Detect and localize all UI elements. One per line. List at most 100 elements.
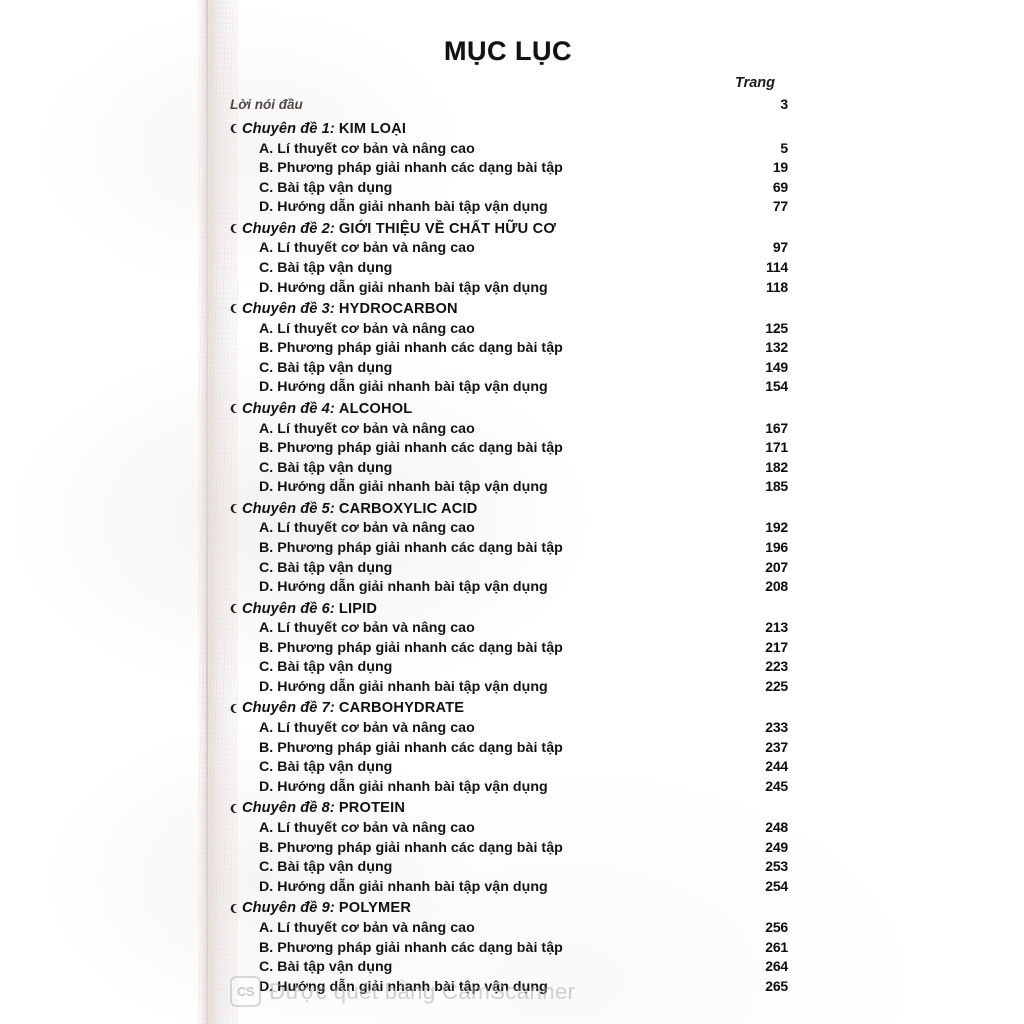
toc-chapter-heading[interactable]: Chuyên đề 7: CARBOHYDRATE <box>228 698 788 720</box>
toc-entry-label: D. Hướng dẫn giải nhanh bài tập vận dụng <box>259 778 548 795</box>
page-number: 265 <box>765 977 788 994</box>
page-number: 97 <box>772 239 788 256</box>
toc-chapter-number: Chuyên đề 7: <box>242 700 335 717</box>
crescent-bullet-icon <box>228 403 241 414</box>
toc-chapter-heading[interactable]: Chuyên đề 8: PROTEIN <box>228 798 788 820</box>
crescent-bullet-icon <box>228 803 241 814</box>
page-number: 185 <box>765 478 788 495</box>
toc-entry[interactable]: D. Hướng dẫn giải nhanh bài tập vận dụng… <box>228 478 788 498</box>
toc-entry-label: A. Lí thuyết cơ bản và nâng cao <box>259 820 475 837</box>
dot-leader <box>549 890 757 891</box>
toc-chapter-title: CARBOHYDRATE <box>338 700 465 717</box>
dot-leader <box>310 108 757 109</box>
toc-chapter-heading[interactable]: Chuyên đề 1: KIM LOẠI <box>228 118 788 140</box>
toc-entry[interactable]: A. Lí thuyết cơ bản và nâng cao 5 <box>228 140 788 160</box>
toc-entry-preface[interactable]: Lời nói đầu 3 <box>228 96 788 118</box>
dot-leader <box>549 790 757 791</box>
dot-leader <box>549 390 757 391</box>
toc-entry-label: B. Phương pháp giải nhanh các dạng bài t… <box>259 540 563 556</box>
toc-entry[interactable]: D. Hướng dẫn giải nhanh bài tập vận dụng… <box>228 678 788 698</box>
toc-entry-label: A. Lí thuyết cơ bản và nâng cao <box>259 720 475 737</box>
toc-entry[interactable]: A. Lí thuyết cơ bản và nâng cao 248 <box>228 819 788 839</box>
dot-leader <box>549 210 757 211</box>
toc-entry-label: A. Lí thuyết cơ bản và nâng cao <box>259 140 475 157</box>
toc-entry[interactable]: A. Lí thuyết cơ bản và nâng cao 256 <box>228 919 788 939</box>
toc-entry[interactable]: D. Hướng dẫn giải nhanh bài tập vận dụng… <box>228 378 788 398</box>
toc-entry[interactable]: B. Phương pháp giải nhanh các dạng bài t… <box>228 639 788 659</box>
toc-entry[interactable]: D. Hướng dẫn giải nhanh bài tập vận dụng… <box>228 198 788 218</box>
page-number: 207 <box>765 558 788 575</box>
page-number: 149 <box>765 358 788 375</box>
toc-entry[interactable]: D. Hướng dẫn giải nhanh bài tập vận dụng… <box>228 778 788 798</box>
dot-leader <box>393 371 757 372</box>
page-number: 254 <box>765 877 788 894</box>
dot-leader <box>476 531 757 532</box>
page-number: 167 <box>765 419 788 436</box>
toc-entry-label: B. Phương pháp giải nhanh các dạng bài t… <box>259 160 563 177</box>
toc-entry[interactable]: A. Lí thuyết cơ bản và nâng cao 213 <box>228 619 788 639</box>
toc-entry-label: C. Bài tập vận dụng <box>259 559 393 576</box>
toc-chapter-title: KIM LOẠI <box>338 120 407 137</box>
toc-chapter-number: Chuyên đề 3: <box>242 300 335 317</box>
toc-entry-label: A. Lí thuyết cơ bản và nâng cao <box>259 520 475 537</box>
toc-entry[interactable]: B. Phương pháp giải nhanh các dạng bài t… <box>228 159 788 179</box>
page-title: MỤC LỤC <box>444 36 572 66</box>
toc-entry[interactable]: A. Lí thuyết cơ bản và nâng cao 97 <box>228 239 788 259</box>
toc-entry[interactable]: C. Bài tập vận dụng 264 <box>228 958 788 978</box>
toc-entry[interactable]: A. Lí thuyết cơ bản và nâng cao 233 <box>228 719 788 739</box>
dot-leader <box>476 152 757 153</box>
toc-entry[interactable]: C. Bài tập vận dụng 244 <box>228 758 788 778</box>
toc-entry-label: D. Hướng dẫn giải nhanh bài tập vận dụng <box>259 379 548 396</box>
page-number: 244 <box>765 758 788 775</box>
toc-entry[interactable]: B. Phương pháp giải nhanh các dạng bài t… <box>228 839 788 859</box>
toc-chapter-heading[interactable]: Chuyên đề 5: CARBOXYLIC ACID <box>228 498 788 520</box>
toc-entry[interactable]: A. Lí thuyết cơ bản và nâng cao 125 <box>228 320 788 340</box>
page-number: 114 <box>766 258 788 275</box>
toc-chapter-title: ALCOHOL <box>338 400 413 417</box>
toc-chapter-heading[interactable]: Chuyên đề 4: ALCOHOL <box>228 398 788 420</box>
toc-entry[interactable]: C. Bài tập vận dụng 253 <box>228 858 788 878</box>
page-number: 171 <box>765 439 788 456</box>
toc-entry[interactable]: C. Bài tập vận dụng 149 <box>228 359 788 379</box>
toc-entry[interactable]: C. Bài tập vận dụng 223 <box>228 658 788 678</box>
toc-entry[interactable]: B. Phương pháp giải nhanh các dạng bài t… <box>228 339 788 359</box>
toc-entry-label: D. Hướng dẫn giải nhanh bài tập vận dụng <box>259 679 548 696</box>
toc-entry[interactable]: D. Hướng dẫn giải nhanh bài tập vận dụng… <box>228 978 788 998</box>
dot-leader <box>393 471 757 472</box>
page-number: 245 <box>765 777 788 794</box>
dot-leader <box>476 631 757 632</box>
toc-entry[interactable]: B. Phương pháp giải nhanh các dạng bài t… <box>228 939 788 959</box>
toc-entry[interactable]: B. Phương pháp giải nhanh các dạng bài t… <box>228 439 788 459</box>
toc-entry-label: D. Hướng dẫn giải nhanh bài tập vận dụng <box>259 878 548 895</box>
dot-leader <box>568 551 757 552</box>
toc-entry[interactable]: C. Bài tập vận dụng 182 <box>228 459 788 479</box>
page-number: 249 <box>765 838 788 855</box>
toc-chapter-heading[interactable]: Chuyên đề 3: HYDROCARBON <box>228 298 788 320</box>
toc-entry-label: D. Hướng dẫn giải nhanh bài tập vận dụng <box>259 479 548 496</box>
toc-chapter-label: Chuyên đề 1: KIM LOẠI <box>242 121 406 137</box>
toc-chapter-heading[interactable]: Chuyên đề 9: POLYMER <box>228 897 788 919</box>
toc-entry[interactable]: A. Lí thuyết cơ bản và nâng cao 192 <box>228 519 788 539</box>
page-number: 253 <box>765 858 788 875</box>
toc-entry[interactable]: C. Bài tập vận dụng 114 <box>228 259 788 279</box>
toc-chapter-heading[interactable]: Chuyên đề 6: LIPID <box>228 598 788 620</box>
toc-entry-label: C. Bài tập vận dụng <box>259 659 393 676</box>
toc-chapter-heading[interactable]: Chuyên đề 2: GIỚI THIỆU VỀ CHẤT HỮU CƠ <box>228 218 788 240</box>
toc-entry[interactable]: D. Hướng dẫn giải nhanh bài tập vận dụng… <box>228 279 788 299</box>
toc-entry[interactable]: B. Phương pháp giải nhanh các dạng bài t… <box>228 739 788 759</box>
toc-chapter-number: Chuyên đề 4: <box>242 400 335 417</box>
toc-entry[interactable]: B. Phương pháp giải nhanh các dạng bài t… <box>228 539 788 559</box>
toc-chapter-label: Chuyên đề 2: GIỚI THIỆU VỀ CHẤT HỮU CƠ <box>242 221 556 237</box>
toc-entry[interactable]: D. Hướng dẫn giải nhanh bài tập vận dụng… <box>228 878 788 898</box>
toc-entry[interactable]: C. Bài tập vận dụng 207 <box>228 559 788 579</box>
dot-leader <box>568 451 757 452</box>
toc-chapter-title: PROTEIN <box>338 800 406 817</box>
toc-entry[interactable]: D. Hướng dẫn giải nhanh bài tập vận dụng… <box>228 578 788 598</box>
dot-leader <box>568 351 757 352</box>
dot-leader <box>476 251 757 252</box>
toc-entry[interactable]: C. Bài tập vận dụng 69 <box>228 179 788 199</box>
dot-leader <box>476 731 757 732</box>
crescent-bullet-icon <box>228 223 241 234</box>
toc-entry[interactable]: A. Lí thuyết cơ bản và nâng cao 167 <box>228 420 788 440</box>
page-number: 132 <box>765 339 788 356</box>
